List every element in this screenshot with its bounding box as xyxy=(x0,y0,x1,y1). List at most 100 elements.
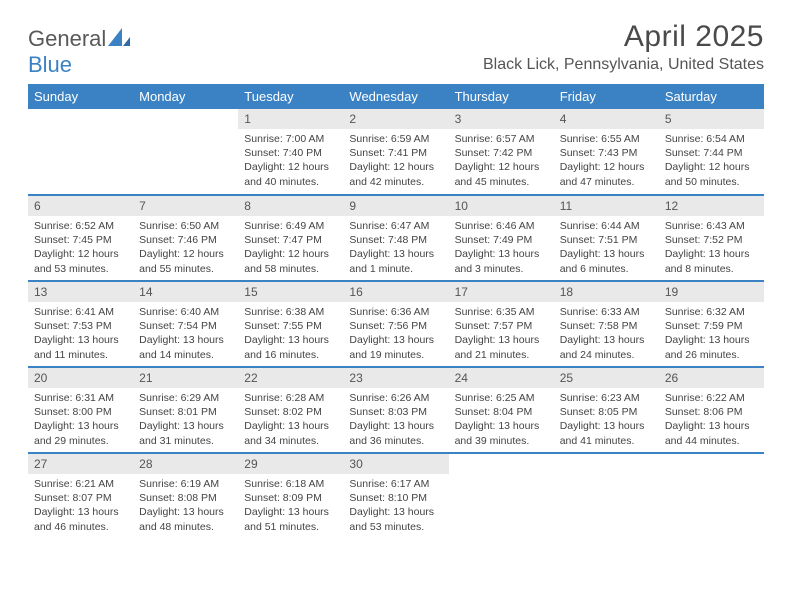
calendar-cell: 2Sunrise: 6:59 AMSunset: 7:41 PMDaylight… xyxy=(343,109,448,195)
calendar-cell xyxy=(28,109,133,195)
day-number: 22 xyxy=(238,368,343,388)
day-detail: Sunrise: 6:29 AMSunset: 8:01 PMDaylight:… xyxy=(133,388,238,452)
day-detail: Sunrise: 6:44 AMSunset: 7:51 PMDaylight:… xyxy=(554,216,659,280)
day-detail: Sunrise: 6:23 AMSunset: 8:05 PMDaylight:… xyxy=(554,388,659,452)
day-detail: Sunrise: 6:17 AMSunset: 8:10 PMDaylight:… xyxy=(343,474,448,538)
day-detail: Sunrise: 6:18 AMSunset: 8:09 PMDaylight:… xyxy=(238,474,343,538)
day-number: 10 xyxy=(449,196,554,216)
calendar-cell xyxy=(133,109,238,195)
day-number: 5 xyxy=(659,109,764,129)
calendar-cell: 21Sunrise: 6:29 AMSunset: 8:01 PMDayligh… xyxy=(133,367,238,453)
calendar-cell: 8Sunrise: 6:49 AMSunset: 7:47 PMDaylight… xyxy=(238,195,343,281)
calendar-cell: 20Sunrise: 6:31 AMSunset: 8:00 PMDayligh… xyxy=(28,367,133,453)
calendar-cell: 3Sunrise: 6:57 AMSunset: 7:42 PMDaylight… xyxy=(449,109,554,195)
day-detail: Sunrise: 6:22 AMSunset: 8:06 PMDaylight:… xyxy=(659,388,764,452)
day-detail: Sunrise: 6:54 AMSunset: 7:44 PMDaylight:… xyxy=(659,129,764,193)
day-number: 26 xyxy=(659,368,764,388)
day-detail: Sunrise: 6:25 AMSunset: 8:04 PMDaylight:… xyxy=(449,388,554,452)
day-detail: Sunrise: 6:59 AMSunset: 7:41 PMDaylight:… xyxy=(343,129,448,193)
day-header-row: SundayMondayTuesdayWednesdayThursdayFrid… xyxy=(28,84,764,109)
day-number: 4 xyxy=(554,109,659,129)
calendar-cell: 26Sunrise: 6:22 AMSunset: 8:06 PMDayligh… xyxy=(659,367,764,453)
day-number: 7 xyxy=(133,196,238,216)
calendar-cell: 18Sunrise: 6:33 AMSunset: 7:58 PMDayligh… xyxy=(554,281,659,367)
brand-part2: Blue xyxy=(28,52,72,77)
calendar-cell: 27Sunrise: 6:21 AMSunset: 8:07 PMDayligh… xyxy=(28,453,133,539)
sail-icon xyxy=(108,26,130,51)
calendar-cell: 23Sunrise: 6:26 AMSunset: 8:03 PMDayligh… xyxy=(343,367,448,453)
day-number: 20 xyxy=(28,368,133,388)
day-detail: Sunrise: 6:26 AMSunset: 8:03 PMDaylight:… xyxy=(343,388,448,452)
calendar-cell: 24Sunrise: 6:25 AMSunset: 8:04 PMDayligh… xyxy=(449,367,554,453)
day-header: Monday xyxy=(133,84,238,109)
day-header: Tuesday xyxy=(238,84,343,109)
calendar-cell: 25Sunrise: 6:23 AMSunset: 8:05 PMDayligh… xyxy=(554,367,659,453)
calendar-cell: 30Sunrise: 6:17 AMSunset: 8:10 PMDayligh… xyxy=(343,453,448,539)
day-detail: Sunrise: 6:55 AMSunset: 7:43 PMDaylight:… xyxy=(554,129,659,193)
day-detail: Sunrise: 6:47 AMSunset: 7:48 PMDaylight:… xyxy=(343,216,448,280)
brand-part1: General xyxy=(28,26,106,51)
calendar-cell: 1Sunrise: 7:00 AMSunset: 7:40 PMDaylight… xyxy=(238,109,343,195)
day-number: 14 xyxy=(133,282,238,302)
day-number: 1 xyxy=(238,109,343,129)
calendar-cell: . xyxy=(554,453,659,539)
day-number: 27 xyxy=(28,454,133,474)
day-number: 24 xyxy=(449,368,554,388)
day-detail: Sunrise: 6:46 AMSunset: 7:49 PMDaylight:… xyxy=(449,216,554,280)
day-detail: Sunrise: 6:33 AMSunset: 7:58 PMDaylight:… xyxy=(554,302,659,366)
calendar-cell: 16Sunrise: 6:36 AMSunset: 7:56 PMDayligh… xyxy=(343,281,448,367)
month-title: April 2025 xyxy=(483,20,764,54)
day-number: 6 xyxy=(28,196,133,216)
calendar-cell: . xyxy=(449,453,554,539)
day-detail: Sunrise: 6:28 AMSunset: 8:02 PMDaylight:… xyxy=(238,388,343,452)
calendar-cell: . xyxy=(659,453,764,539)
calendar-cell: 17Sunrise: 6:35 AMSunset: 7:57 PMDayligh… xyxy=(449,281,554,367)
day-number: 30 xyxy=(343,454,448,474)
day-number: 19 xyxy=(659,282,764,302)
calendar-cell: 13Sunrise: 6:41 AMSunset: 7:53 PMDayligh… xyxy=(28,281,133,367)
calendar-cell: 29Sunrise: 6:18 AMSunset: 8:09 PMDayligh… xyxy=(238,453,343,539)
day-number: 29 xyxy=(238,454,343,474)
day-number: 17 xyxy=(449,282,554,302)
day-number: 15 xyxy=(238,282,343,302)
day-detail: Sunrise: 6:40 AMSunset: 7:54 PMDaylight:… xyxy=(133,302,238,366)
day-detail: Sunrise: 6:49 AMSunset: 7:47 PMDaylight:… xyxy=(238,216,343,280)
calendar-cell: 10Sunrise: 6:46 AMSunset: 7:49 PMDayligh… xyxy=(449,195,554,281)
day-detail: Sunrise: 6:38 AMSunset: 7:55 PMDaylight:… xyxy=(238,302,343,366)
day-number: 23 xyxy=(343,368,448,388)
day-number: 12 xyxy=(659,196,764,216)
calendar-row: 20Sunrise: 6:31 AMSunset: 8:00 PMDayligh… xyxy=(28,367,764,453)
day-detail: Sunrise: 6:41 AMSunset: 7:53 PMDaylight:… xyxy=(28,302,133,366)
calendar-cell: 15Sunrise: 6:38 AMSunset: 7:55 PMDayligh… xyxy=(238,281,343,367)
day-number: 13 xyxy=(28,282,133,302)
calendar-row: 13Sunrise: 6:41 AMSunset: 7:53 PMDayligh… xyxy=(28,281,764,367)
day-detail: Sunrise: 6:50 AMSunset: 7:46 PMDaylight:… xyxy=(133,216,238,280)
day-detail: Sunrise: 6:21 AMSunset: 8:07 PMDaylight:… xyxy=(28,474,133,538)
day-detail: Sunrise: 6:36 AMSunset: 7:56 PMDaylight:… xyxy=(343,302,448,366)
calendar-cell: 19Sunrise: 6:32 AMSunset: 7:59 PMDayligh… xyxy=(659,281,764,367)
day-number: 21 xyxy=(133,368,238,388)
calendar-cell: 11Sunrise: 6:44 AMSunset: 7:51 PMDayligh… xyxy=(554,195,659,281)
day-detail: Sunrise: 6:32 AMSunset: 7:59 PMDaylight:… xyxy=(659,302,764,366)
day-header: Thursday xyxy=(449,84,554,109)
day-header: Saturday xyxy=(659,84,764,109)
calendar-cell: 14Sunrise: 6:40 AMSunset: 7:54 PMDayligh… xyxy=(133,281,238,367)
day-header: Friday xyxy=(554,84,659,109)
day-detail: Sunrise: 6:43 AMSunset: 7:52 PMDaylight:… xyxy=(659,216,764,280)
calendar-cell: 28Sunrise: 6:19 AMSunset: 8:08 PMDayligh… xyxy=(133,453,238,539)
day-number: 18 xyxy=(554,282,659,302)
calendar-cell: 4Sunrise: 6:55 AMSunset: 7:43 PMDaylight… xyxy=(554,109,659,195)
day-number: 28 xyxy=(133,454,238,474)
day-header: Wednesday xyxy=(343,84,448,109)
calendar-cell: 6Sunrise: 6:52 AMSunset: 7:45 PMDaylight… xyxy=(28,195,133,281)
day-detail: Sunrise: 6:57 AMSunset: 7:42 PMDaylight:… xyxy=(449,129,554,193)
calendar-table: SundayMondayTuesdayWednesdayThursdayFrid… xyxy=(28,84,764,539)
calendar-cell: 9Sunrise: 6:47 AMSunset: 7:48 PMDaylight… xyxy=(343,195,448,281)
calendar-row: 6Sunrise: 6:52 AMSunset: 7:45 PMDaylight… xyxy=(28,195,764,281)
day-detail: Sunrise: 7:00 AMSunset: 7:40 PMDaylight:… xyxy=(238,129,343,193)
day-number: 2 xyxy=(343,109,448,129)
day-header: Sunday xyxy=(28,84,133,109)
day-number: 9 xyxy=(343,196,448,216)
calendar-cell: 5Sunrise: 6:54 AMSunset: 7:44 PMDaylight… xyxy=(659,109,764,195)
day-detail: Sunrise: 6:35 AMSunset: 7:57 PMDaylight:… xyxy=(449,302,554,366)
